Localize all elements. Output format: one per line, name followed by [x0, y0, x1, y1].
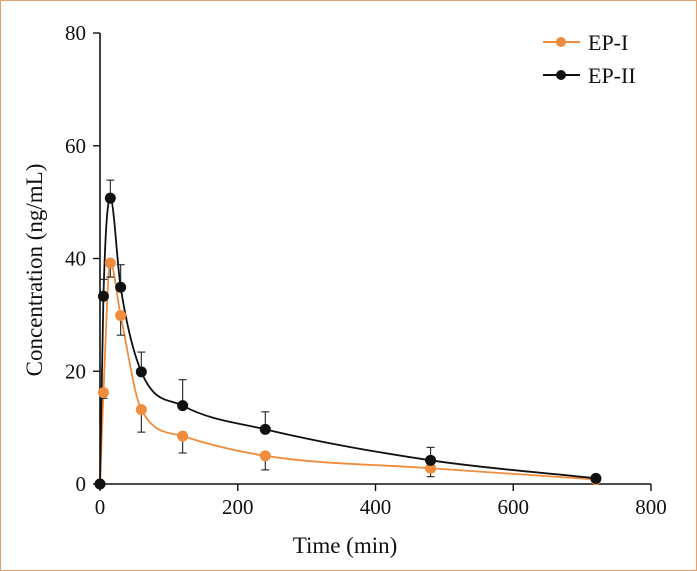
y-tick-label: 20	[65, 359, 86, 383]
data-points	[94, 192, 602, 490]
data-point-ep-ii	[97, 290, 109, 302]
data-point-ep-ii	[177, 400, 189, 412]
data-point-ep-i	[97, 387, 109, 399]
x-tick-label: 200	[222, 495, 254, 519]
data-point-ep-ii	[590, 472, 602, 484]
x-tick-label: 400	[360, 495, 392, 519]
error-bars	[99, 179, 600, 482]
y-tick-label: 0	[76, 472, 87, 496]
x-axis-title: Time (min)	[293, 533, 398, 558]
x-tick-label: 800	[635, 495, 667, 519]
data-point-ep-ii	[104, 192, 116, 204]
y-tick-label: 60	[65, 134, 86, 158]
y-tick-label: 40	[65, 247, 86, 271]
legend: EP-I EP-II	[543, 30, 636, 88]
axes	[99, 33, 651, 485]
data-point-ep-ii	[259, 423, 271, 435]
data-point-ep-ii	[135, 366, 147, 378]
ticks: 0 200 400 600 800 0 20 40 60 80	[65, 21, 667, 519]
legend-label-ep-i: EP-I	[588, 30, 628, 55]
data-point-ep-ii	[94, 478, 106, 490]
y-axis-title: Concentration (ng/mL)	[22, 164, 47, 377]
series-line-ep-ii	[99, 197, 596, 485]
x-tick-label: 0	[95, 495, 106, 519]
data-point-ep-ii	[115, 281, 127, 293]
fitted-curves	[99, 197, 596, 485]
legend-label-ep-ii: EP-II	[588, 63, 636, 88]
data-point-ep-ii	[425, 454, 437, 466]
data-point-ep-i	[425, 462, 437, 474]
data-point-ep-i	[104, 257, 116, 269]
data-point-ep-i	[115, 309, 127, 321]
data-point-ep-i	[135, 404, 147, 416]
y-tick-label: 80	[65, 21, 86, 45]
legend-marker-ep-ii	[556, 70, 566, 80]
series-line-ep-i	[99, 262, 596, 485]
data-point-ep-i	[177, 430, 189, 442]
legend-marker-ep-i	[556, 37, 566, 47]
x-tick-label: 600	[498, 495, 530, 519]
data-point-ep-i	[259, 450, 271, 462]
